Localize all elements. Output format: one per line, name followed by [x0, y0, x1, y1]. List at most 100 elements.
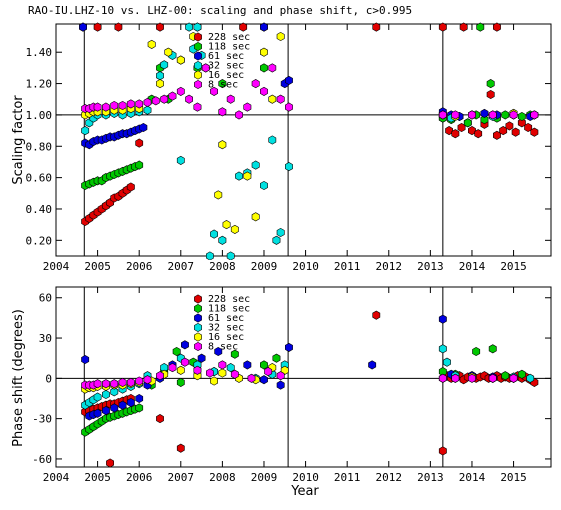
- legend-marker: [194, 303, 202, 314]
- data-point: [284, 75, 293, 85]
- data-point: [93, 408, 102, 418]
- legend-label: 118 sec: [208, 42, 250, 53]
- x-tick-label: 2010: [292, 471, 319, 484]
- data-point: [243, 171, 252, 181]
- data-point: [193, 365, 202, 375]
- data-point: [438, 373, 447, 383]
- data-point: [176, 377, 185, 387]
- data-point: [185, 22, 193, 32]
- legend-marker: [194, 313, 202, 323]
- data-point: [259, 375, 268, 385]
- y-axis-label-scaling: Scaling factor: [11, 95, 26, 185]
- data-point: [176, 155, 185, 165]
- data-point: [259, 47, 268, 57]
- data-point: [176, 365, 185, 375]
- data-point: [247, 373, 256, 383]
- data-point: [235, 110, 243, 120]
- legend-marker: [194, 79, 202, 90]
- data-point: [214, 190, 223, 200]
- data-point: [480, 115, 489, 125]
- data-point: [81, 354, 90, 365]
- data-point: [530, 127, 539, 137]
- legend-label: 228 sec: [208, 294, 250, 305]
- data-point: [93, 102, 102, 112]
- data-point: [517, 118, 526, 128]
- y-tick-label: 0.60: [26, 172, 53, 185]
- data-point: [226, 94, 235, 104]
- data-point: [272, 353, 281, 363]
- data-point: [467, 373, 476, 383]
- data-point: [176, 86, 185, 96]
- data-point: [214, 346, 223, 357]
- data-point: [243, 360, 252, 370]
- x-tick-label: 2004: [43, 471, 70, 484]
- data-point: [218, 235, 227, 245]
- data-point: [474, 129, 483, 139]
- data-point: [276, 371, 285, 381]
- y-tick-label: 1.40: [26, 46, 53, 59]
- legend-label: 228 sec: [208, 32, 250, 43]
- data-point: [110, 387, 119, 397]
- data-point: [110, 403, 119, 413]
- data-point: [218, 368, 227, 378]
- y-tick-label: 30: [39, 332, 52, 345]
- legend-marker: [194, 51, 202, 61]
- data-point: [118, 100, 127, 111]
- data-point: [102, 102, 110, 112]
- data-point: [160, 94, 169, 104]
- data-point: [201, 63, 210, 73]
- y-tick-label: 0.80: [26, 140, 53, 153]
- data-point: [160, 60, 169, 70]
- x-tick-label: 2014: [459, 260, 486, 273]
- data-point: [218, 360, 227, 370]
- data-point: [463, 118, 472, 128]
- data-point: [459, 22, 468, 32]
- x-tick-label: 2011: [334, 471, 361, 484]
- data-point: [280, 365, 289, 375]
- data-point: [147, 39, 156, 49]
- data-point: [135, 403, 144, 413]
- data-point: [276, 31, 285, 42]
- data-point: [168, 91, 177, 101]
- x-tick-label: 2012: [376, 260, 403, 273]
- legend-label: 32 sec: [208, 61, 244, 72]
- data-point: [239, 22, 248, 32]
- data-point: [106, 458, 114, 468]
- x-tick-label: 2008: [209, 260, 236, 273]
- data-point: [501, 371, 510, 381]
- data-point: [172, 346, 181, 357]
- data-point: [156, 79, 164, 89]
- legend-label: 32 sec: [208, 323, 244, 334]
- data-point: [276, 94, 285, 104]
- data-point: [206, 368, 214, 378]
- data-point: [126, 377, 135, 387]
- x-tick-label: 2007: [168, 471, 195, 484]
- data-point: [135, 393, 144, 404]
- legend-marker: [194, 332, 202, 342]
- data-point: [451, 373, 460, 383]
- legend-label: 8 sec: [208, 80, 238, 91]
- data-point: [530, 110, 539, 120]
- chart-title: RAO-IU.LHZ-10 vs. LHZ-00: scaling and ph…: [28, 4, 412, 17]
- data-point: [372, 310, 381, 320]
- data-point: [102, 389, 110, 400]
- data-point: [276, 380, 285, 390]
- data-point: [451, 129, 460, 139]
- data-point: [210, 86, 218, 96]
- legend-marker: [194, 70, 202, 80]
- legend-marker: [194, 294, 202, 304]
- data-point: [259, 180, 268, 191]
- data-point: [259, 86, 268, 96]
- data-point: [226, 251, 235, 260]
- data-point: [126, 99, 135, 109]
- data-point: [476, 22, 485, 32]
- data-point: [488, 373, 497, 383]
- x-tick-label: 2005: [84, 260, 111, 273]
- data-point: [526, 373, 535, 383]
- data-point: [284, 162, 293, 172]
- x-tick-label: 2015: [500, 260, 527, 273]
- plot-frame: [55, 23, 552, 257]
- data-point: [102, 406, 110, 416]
- data-point: [114, 22, 123, 32]
